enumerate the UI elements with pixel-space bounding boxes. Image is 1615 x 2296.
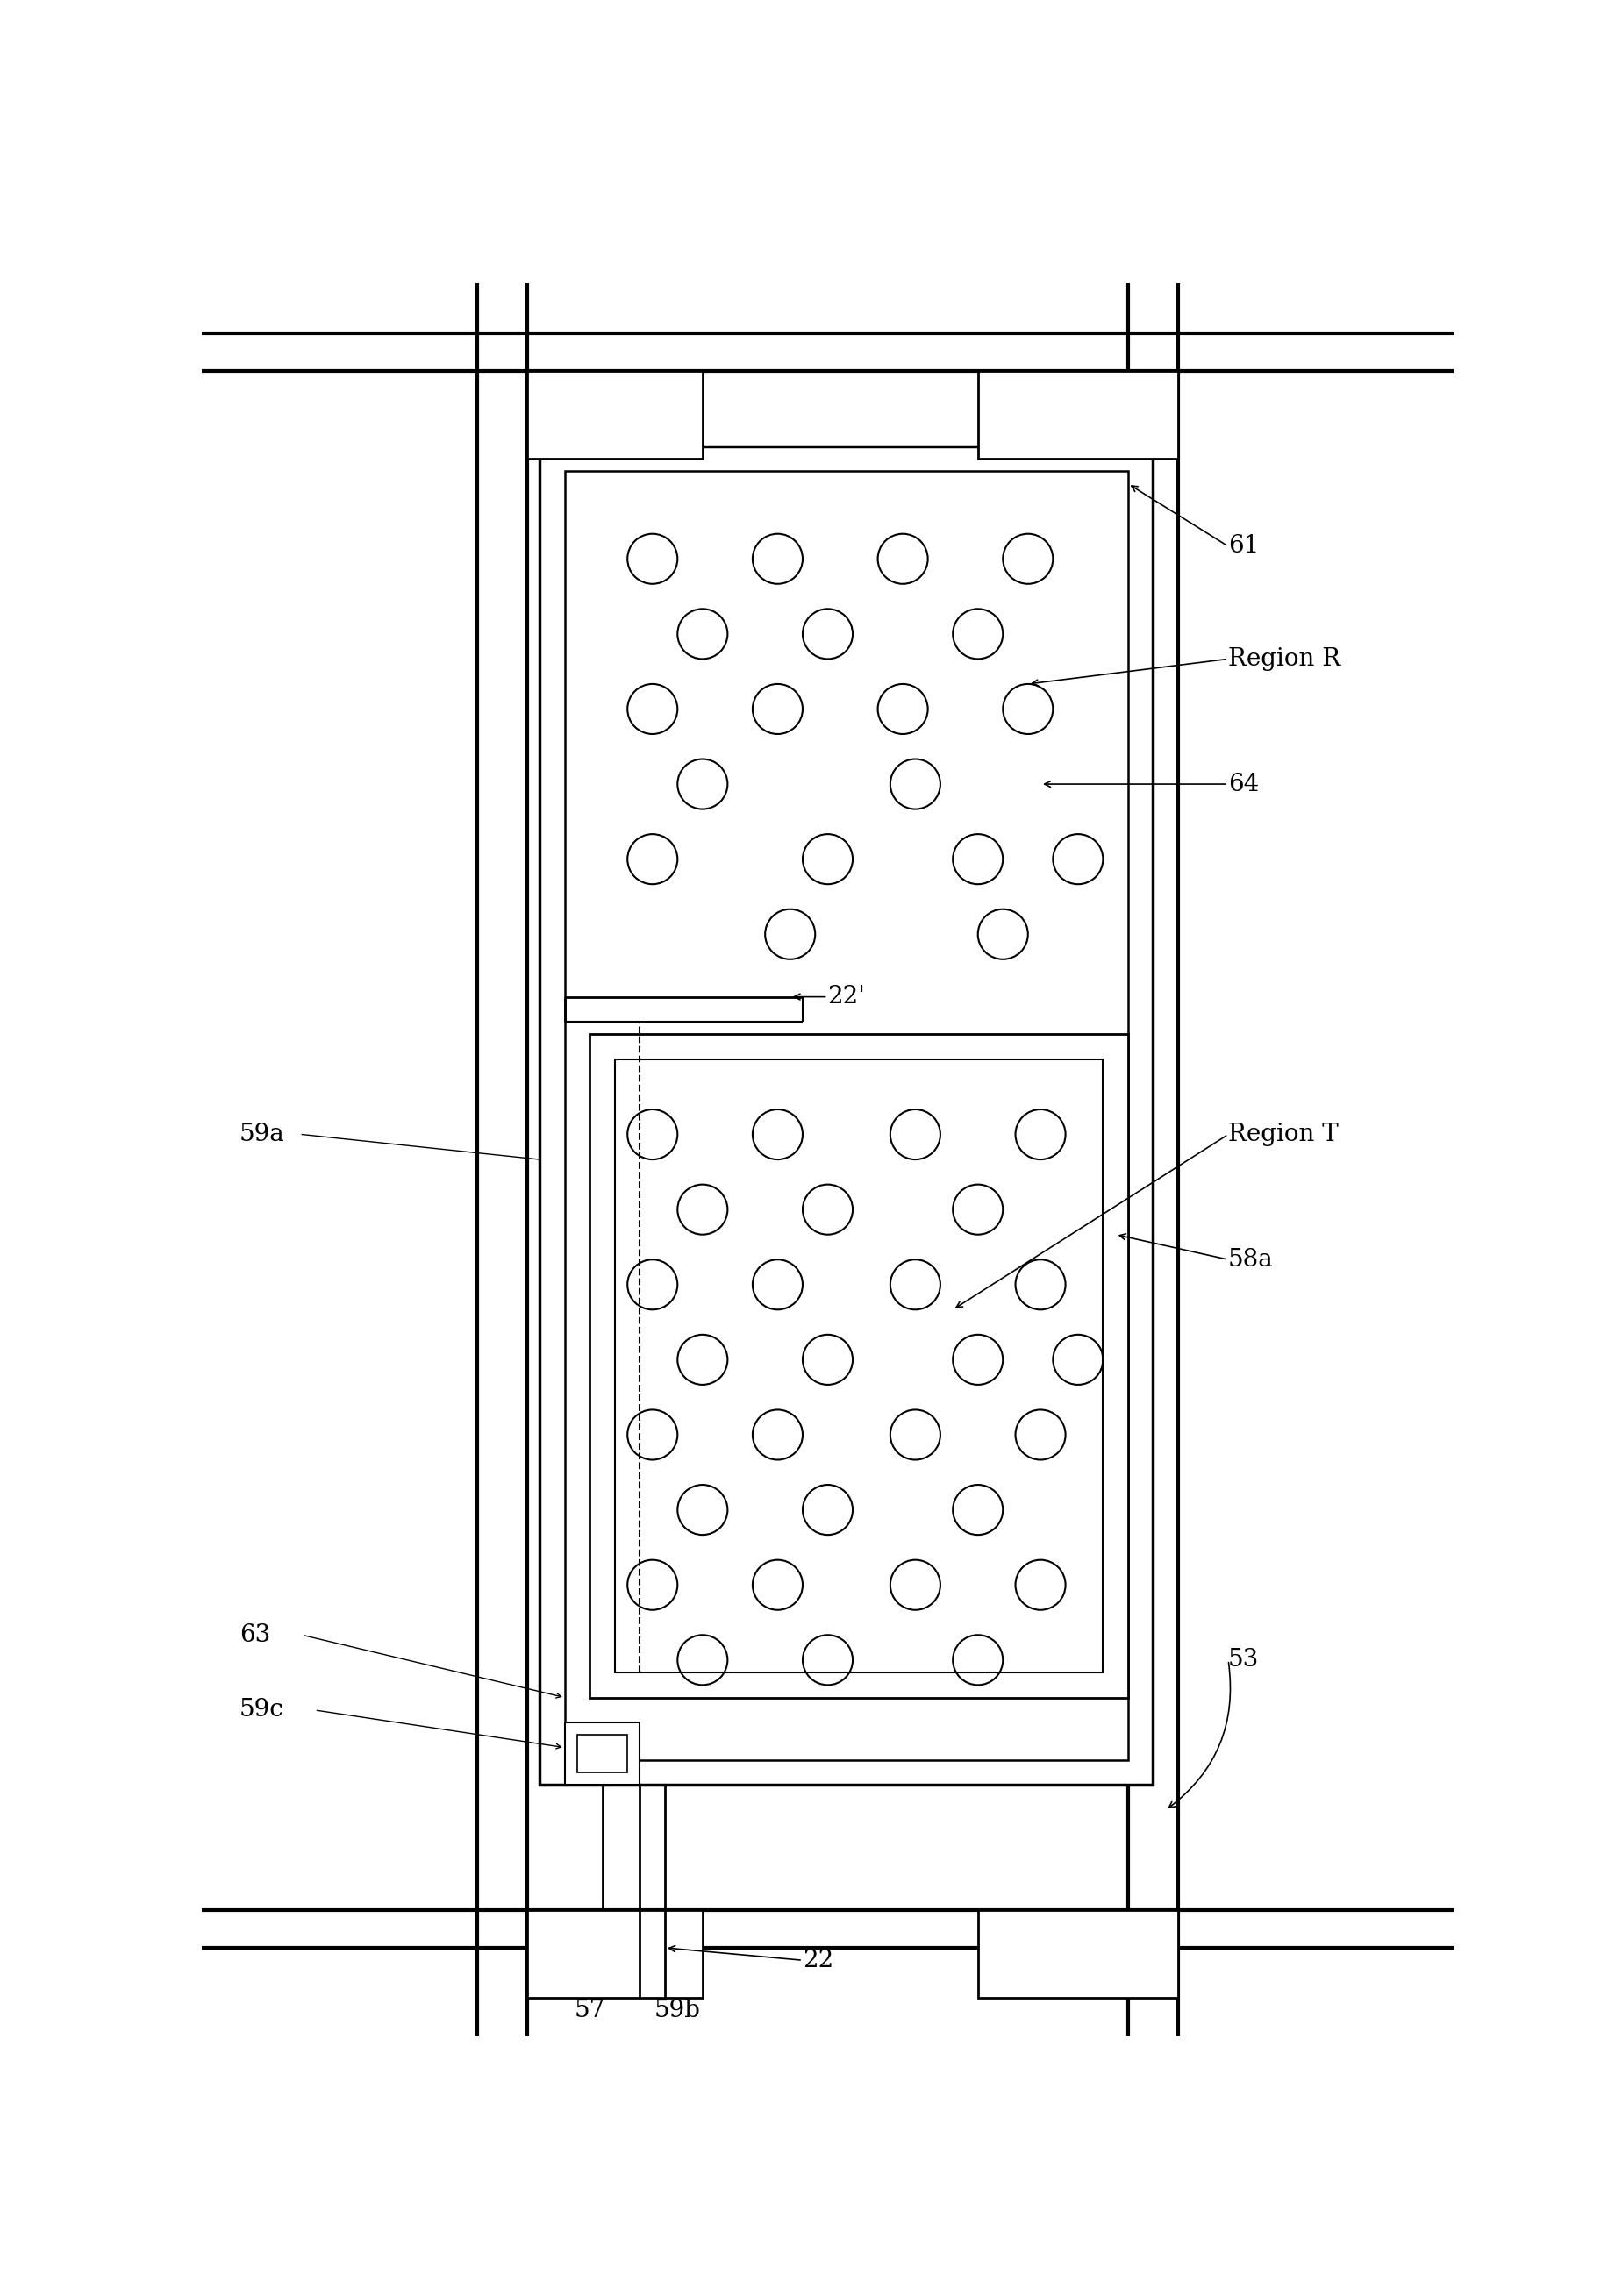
Text: 57: 57 (575, 1998, 606, 2023)
Text: 22: 22 (803, 1949, 833, 1972)
Text: 59c: 59c (239, 1699, 284, 1722)
Text: 61: 61 (1227, 535, 1260, 558)
Bar (526, 1910, 703, 1998)
Text: 22': 22' (827, 985, 866, 1008)
Bar (977, 1910, 1179, 1998)
Text: 59a: 59a (239, 1123, 284, 1146)
Text: 63: 63 (239, 1623, 270, 1646)
Text: Region R: Region R (1227, 647, 1340, 670)
Bar (589, 1035, 1127, 1697)
Bar (615, 1058, 1103, 1671)
Bar (565, 1722, 640, 1784)
Text: 59b: 59b (654, 1998, 701, 2023)
Text: 53: 53 (1227, 1649, 1260, 1671)
Bar (977, 372, 1179, 459)
Text: 58a: 58a (1227, 1247, 1274, 1272)
Bar (526, 372, 703, 459)
Text: 64: 64 (1227, 771, 1260, 797)
Bar (578, 1736, 627, 1773)
Bar (565, 471, 1127, 1761)
Bar (539, 445, 1153, 1784)
Text: Region T: Region T (1227, 1123, 1339, 1146)
